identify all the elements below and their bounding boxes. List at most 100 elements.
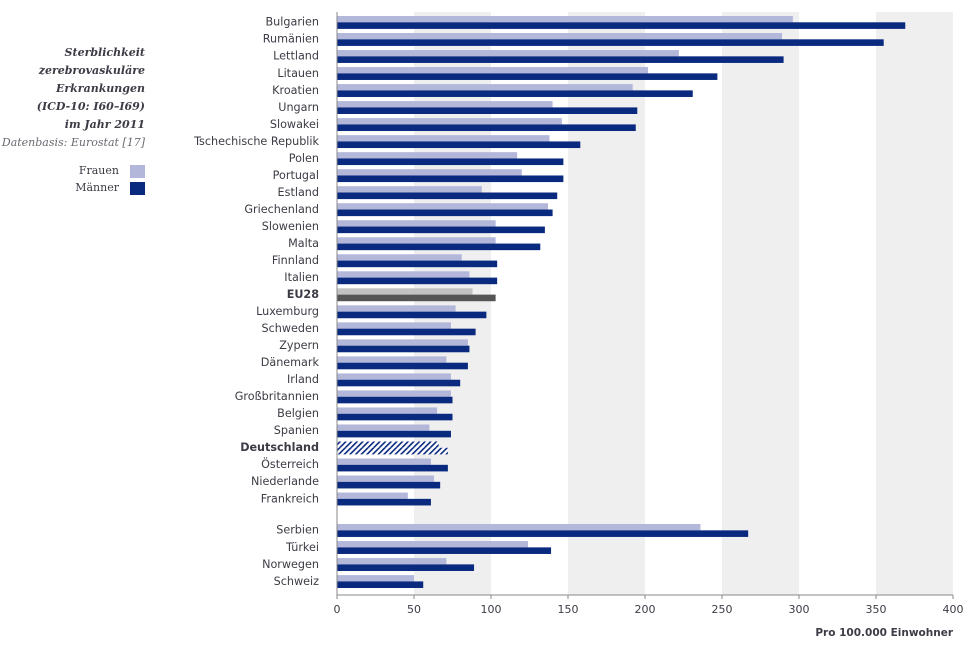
bar-men-ungarn <box>337 107 638 114</box>
category-label: Türkei <box>285 541 319 554</box>
bar-men-eu28 <box>337 294 496 302</box>
bar-men-belgien <box>337 413 453 421</box>
caption-line-2: zerebrovaskuläre <box>38 64 145 77</box>
bar-women-slowenien <box>337 220 496 227</box>
bar-women-luxemburg <box>337 305 456 312</box>
category-label: Kroatien <box>272 84 319 97</box>
category-label: Lettland <box>273 50 319 63</box>
category-label: Litauen <box>277 67 319 80</box>
category-label: Italien <box>284 271 319 284</box>
bar-women-tschechische republik <box>337 135 550 142</box>
bar-men-schweiz <box>337 581 424 589</box>
category-label: Rumänien <box>263 33 319 46</box>
bar-women-lettland <box>337 50 679 57</box>
category-label: Slowenien <box>262 220 319 233</box>
caption-line-4: (ICD-10: I60–I69) <box>36 100 145 113</box>
bar-men-türkei <box>337 547 552 554</box>
category-label: Spanien <box>274 424 319 437</box>
category-label: Estland <box>278 186 319 199</box>
x-tick-label: 350 <box>866 603 887 616</box>
category-label: Österreich <box>261 458 319 471</box>
bar-men-zypern <box>337 345 470 353</box>
caption-source: Datenbasis: Eurostat [17] <box>1 136 145 149</box>
x-tick-label: 400 <box>943 603 964 616</box>
background-band <box>876 12 953 595</box>
category-label: Portugal <box>273 169 319 182</box>
bar-women-schweiz <box>337 575 414 582</box>
bar-women-italien <box>337 271 470 278</box>
category-label: Polen <box>289 152 319 165</box>
bar-women-finnland <box>337 254 462 261</box>
bar-women-ungarn <box>337 101 553 108</box>
category-label: Malta <box>288 237 319 250</box>
bar-women-schweden <box>337 322 451 329</box>
category-label: Bulgarien <box>265 16 319 29</box>
bar-women-österreich <box>337 458 431 465</box>
x-tick-label: 250 <box>712 603 733 616</box>
bar-women-estland <box>337 186 482 193</box>
legend-label-women: Frauen <box>78 164 119 177</box>
bar-women-malta <box>337 237 496 244</box>
bar-men-griechenland <box>337 209 553 217</box>
category-label: Niederlande <box>251 475 319 488</box>
category-label: Zypern <box>279 339 319 352</box>
caption-line-5: im Jahr 2011 <box>64 118 145 131</box>
bars-group <box>337 16 906 589</box>
chart-caption: Sterblichkeit zerebrovaskuläre Erkrankun… <box>0 44 145 152</box>
bar-women-deutschland <box>337 441 439 448</box>
category-label: EU28 <box>287 288 320 301</box>
bar-women-kroatien <box>337 84 633 91</box>
bar-men-slowakei <box>337 124 636 132</box>
bar-women-rumänien <box>337 33 783 40</box>
bar-men-frankreich <box>337 498 431 506</box>
legend-swatch-men <box>130 182 145 195</box>
bar-men-irland <box>337 379 461 387</box>
background-bands <box>414 12 953 595</box>
bar-men-portugal <box>337 175 564 183</box>
bar-women-großbritannien <box>337 390 451 397</box>
x-axis-title: Pro 100.000 Einwohner <box>815 627 953 639</box>
category-label: Großbritannien <box>235 390 319 403</box>
bar-women-norwegen <box>337 558 447 565</box>
category-label: Serbien <box>276 524 319 537</box>
bar-men-rumänien <box>337 39 884 46</box>
bar-men-bulgarien <box>337 22 906 29</box>
bar-women-serbien <box>337 524 701 531</box>
bar-men-lettland <box>337 56 784 63</box>
bar-women-dänemark <box>337 356 447 363</box>
category-label: Irland <box>287 373 319 386</box>
x-tick-label: 50 <box>407 603 421 616</box>
x-tick-label: 300 <box>789 603 810 616</box>
bar-men-finnland <box>337 260 498 268</box>
legend-item-men: Männer <box>0 180 145 197</box>
bar-men-niederlande <box>337 481 441 489</box>
bar-men-malta <box>337 243 541 251</box>
category-labels: Bulgarien Rumänien Lettland Litauen Kroatien… <box>193 16 319 588</box>
bar-men-dänemark <box>337 362 468 370</box>
bar-women-spanien <box>337 424 430 431</box>
legend-item-women: Frauen <box>0 163 145 180</box>
x-axis: 0 50 100 150 200 250 300 350 400 Pro 100.000 Einw… <box>334 12 964 639</box>
legend: Frauen Männer <box>0 163 145 197</box>
bar-men-österreich <box>337 464 448 472</box>
bar-women-irland <box>337 373 451 380</box>
x-tick-label: 100 <box>481 603 502 616</box>
bar-women-belgien <box>337 407 438 414</box>
category-label: Tschechische Republik <box>193 135 319 148</box>
bar-women-zypern <box>337 339 468 346</box>
category-label: Griechenland <box>244 203 319 216</box>
bar-men-luxemburg <box>337 311 487 319</box>
category-label: Luxemburg <box>256 305 319 318</box>
bar-men-slowenien <box>337 226 545 234</box>
bar-women-türkei <box>337 541 528 548</box>
category-label: Frankreich <box>261 492 319 505</box>
bar-men-deutschland <box>337 447 448 455</box>
caption-line-1: Sterblichkeit <box>64 46 145 59</box>
bar-women-bulgarien <box>337 16 793 23</box>
bar-women-portugal <box>337 169 522 176</box>
background-band <box>414 12 491 595</box>
bar-men-schweden <box>337 328 476 336</box>
bar-men-kroatien <box>337 90 693 97</box>
category-label: Schweden <box>262 322 319 335</box>
